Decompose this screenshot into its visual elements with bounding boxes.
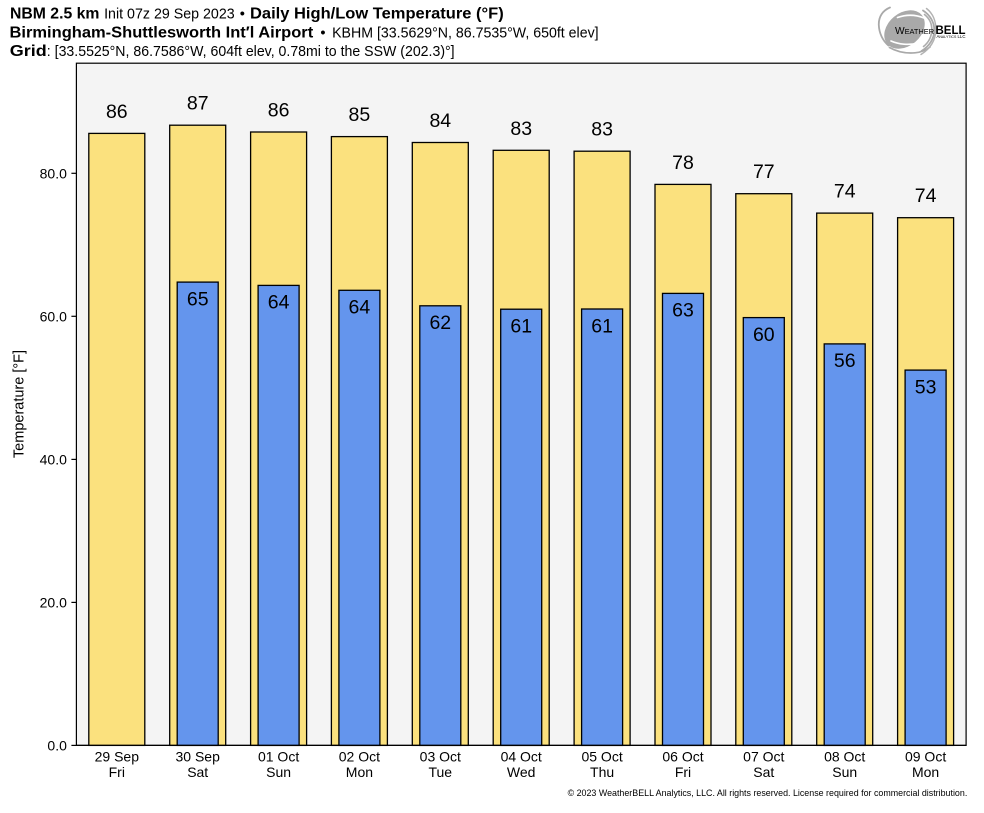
svg-text:KBHM [33.5629°N, 86.7535°W, 65: KBHM [33.5629°N, 86.7535°W, 650ft elev] (332, 26, 598, 42)
svg-text:Tue: Tue (428, 764, 452, 780)
svg-text:: [33.5525°N, 86.7586°W, 604ft: : [33.5525°N, 86.7586°W, 604ft elev, 0.7… (47, 44, 455, 60)
svg-text:Sun: Sun (832, 764, 857, 780)
svg-text:61: 61 (591, 315, 613, 337)
svg-text:78: 78 (672, 152, 694, 174)
svg-text:87: 87 (187, 93, 209, 115)
svg-text:61: 61 (510, 316, 532, 338)
svg-text:Daily High/Low Temperature (°F: Daily High/Low Temperature (°F) (250, 5, 504, 22)
svg-text:65: 65 (187, 288, 209, 310)
svg-text:86: 86 (106, 101, 128, 123)
svg-text:83: 83 (591, 119, 613, 141)
svg-text:•: • (320, 26, 325, 42)
svg-text:02 Oct: 02 Oct (339, 749, 380, 765)
svg-text:Temperature [°F]: Temperature [°F] (12, 350, 28, 458)
svg-text:Thu: Thu (590, 764, 614, 780)
svg-text:77: 77 (753, 161, 775, 183)
svg-text:•: • (240, 6, 245, 22)
svg-text:80.0: 80.0 (40, 165, 67, 181)
svg-text:20.0: 20.0 (40, 594, 67, 610)
svg-text:84: 84 (429, 110, 451, 132)
svg-text:60.0: 60.0 (40, 308, 67, 324)
svg-text:64: 64 (349, 297, 371, 319)
svg-text:Sat: Sat (753, 764, 774, 780)
svg-text:74: 74 (915, 185, 937, 207)
svg-text:ANALYTICS LLC: ANALYTICS LLC (937, 34, 966, 39)
svg-text:60: 60 (753, 324, 775, 346)
svg-text:05 Oct: 05 Oct (581, 749, 622, 765)
svg-text:Fri: Fri (109, 764, 125, 780)
svg-text:Wed: Wed (507, 764, 536, 780)
svg-text:62: 62 (429, 312, 451, 334)
svg-text:Init 07z 29 Sep 2023: Init 07z 29 Sep 2023 (104, 6, 235, 22)
svg-text:74: 74 (834, 181, 856, 203)
svg-text:40.0: 40.0 (40, 451, 67, 467)
svg-text:83: 83 (510, 118, 532, 140)
svg-text:Mon: Mon (912, 764, 939, 780)
svg-text:85: 85 (349, 104, 371, 126)
svg-text:WEATHER: WEATHER (895, 26, 934, 37)
svg-text:© 2023 WeatherBELL Analytics,: © 2023 WeatherBELL Analytics, LLC. All r… (568, 788, 968, 798)
svg-text:Fri: Fri (675, 764, 691, 780)
svg-text:29 Sep: 29 Sep (95, 749, 140, 765)
svg-text:56: 56 (834, 350, 856, 372)
svg-text:30 Sep: 30 Sep (176, 749, 221, 765)
svg-text:09 Oct: 09 Oct (905, 749, 946, 765)
svg-text:Grid: Grid (10, 43, 47, 60)
svg-text:0.0: 0.0 (47, 737, 67, 753)
svg-text:08 Oct: 08 Oct (824, 749, 865, 765)
svg-text:01 Oct: 01 Oct (258, 749, 299, 765)
svg-text:04 Oct: 04 Oct (501, 749, 542, 765)
svg-text:06 Oct: 06 Oct (662, 749, 703, 765)
svg-text:Sun: Sun (266, 764, 291, 780)
svg-text:NBM 2.5 km: NBM 2.5 km (10, 5, 99, 22)
svg-text:BELL: BELL (936, 23, 966, 37)
svg-text:64: 64 (268, 292, 290, 314)
svg-text:53: 53 (915, 376, 937, 398)
svg-text:07 Oct: 07 Oct (743, 749, 784, 765)
svg-text:63: 63 (672, 300, 694, 322)
svg-text:03 Oct: 03 Oct (420, 749, 461, 765)
svg-text:86: 86 (268, 100, 290, 122)
svg-text:Birmingham-Shuttlesworth Int′l: Birmingham-Shuttlesworth Int′l Airport (10, 25, 314, 42)
svg-text:Sat: Sat (187, 764, 208, 780)
svg-text:Mon: Mon (346, 764, 373, 780)
